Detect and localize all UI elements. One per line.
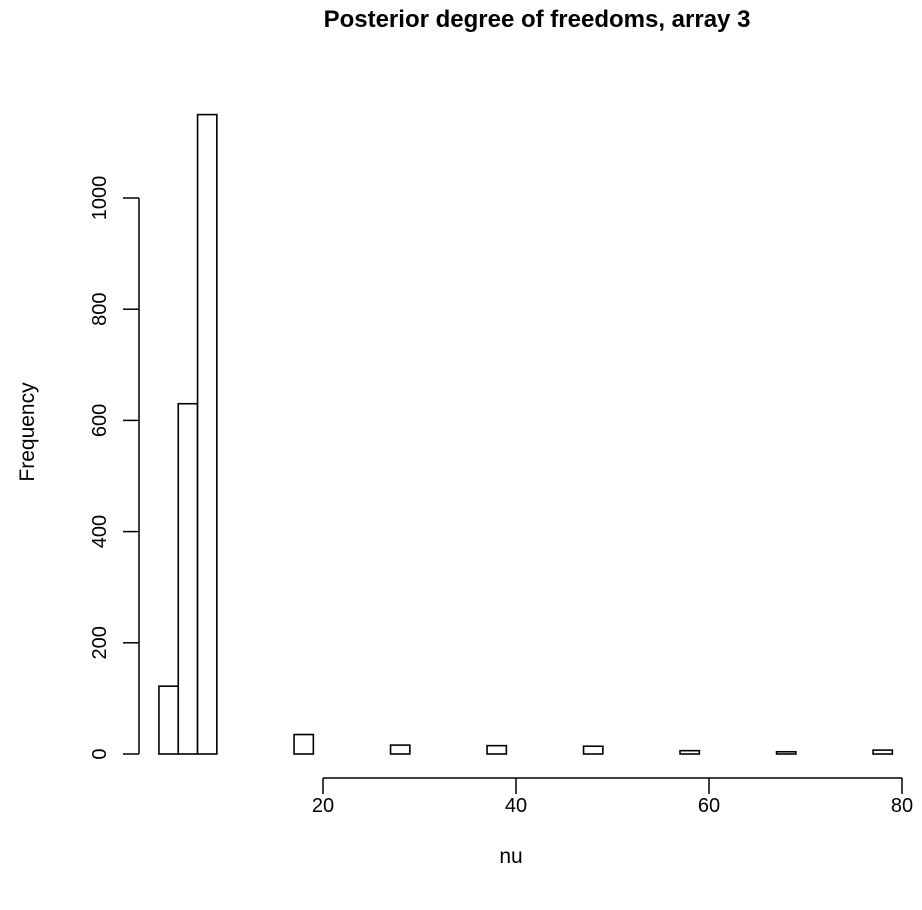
y-tick-label: 1000 — [89, 176, 111, 221]
y-axis: 0 200 400 600 800 1000 — [89, 176, 140, 760]
x-tick-label: 60 — [698, 795, 720, 817]
y-tick-label: 400 — [89, 515, 111, 548]
chart-title: Posterior degree of freedoms, array 3 — [324, 6, 751, 33]
histogram-bar — [196, 113, 218, 755]
x-tick-label: 20 — [312, 795, 334, 817]
bars-group — [158, 113, 894, 755]
histogram-bar — [389, 744, 411, 755]
x-tick-label: 40 — [505, 795, 527, 817]
y-tick-label: 800 — [89, 293, 111, 326]
histogram-bar — [872, 749, 894, 755]
y-axis-title: Frequency — [16, 382, 39, 482]
histogram-bar — [775, 750, 797, 755]
x-axis: 20 40 60 80 — [312, 777, 913, 817]
histogram-bar — [582, 745, 604, 755]
y-tick-label: 200 — [89, 626, 111, 659]
histogram-bar — [486, 744, 508, 755]
histogram-bar — [293, 733, 315, 755]
x-tick-label: 80 — [891, 795, 913, 817]
y-tick-label: 0 — [89, 748, 111, 759]
histogram-bar — [158, 685, 180, 755]
x-axis-title: nu — [499, 845, 522, 868]
histogram-bar — [679, 749, 701, 755]
histogram-bar — [177, 402, 199, 755]
y-tick-label: 600 — [89, 404, 111, 437]
